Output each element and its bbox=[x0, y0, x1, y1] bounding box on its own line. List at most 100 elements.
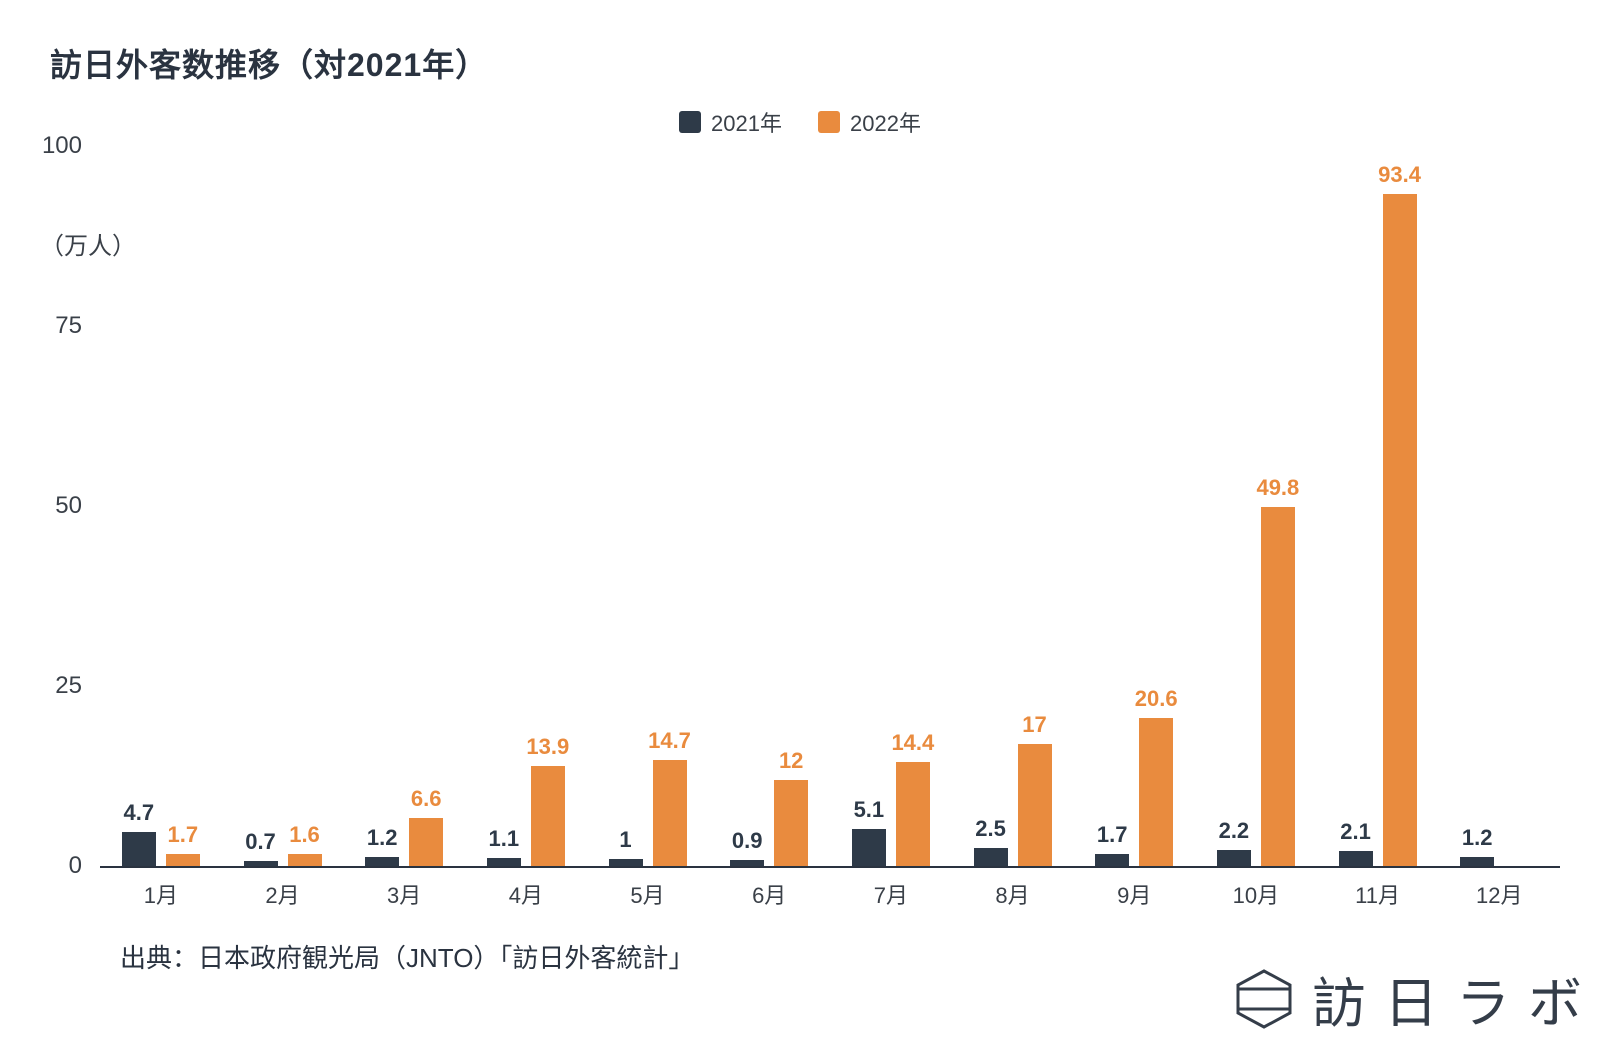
bar-groups: 4.71.70.71.61.26.61.113.9114.70.9125.114… bbox=[100, 148, 1560, 866]
bar: 93.4 bbox=[1383, 194, 1417, 866]
bar-group: 2.193.4 bbox=[1317, 148, 1439, 866]
bar-value-label: 1.7 bbox=[1090, 822, 1134, 848]
bar-pair: 5.1 14.4 bbox=[852, 148, 930, 866]
bar: 12 bbox=[774, 780, 808, 866]
bar-value-label: 1.1 bbox=[482, 826, 526, 852]
x-tick-label: 2月 bbox=[222, 878, 344, 910]
x-tick-label: 5月 bbox=[587, 878, 709, 910]
bar-group: 1.720.6 bbox=[1073, 148, 1195, 866]
legend-swatch bbox=[818, 111, 840, 133]
bar-pair: 1.7 20.6 bbox=[1095, 148, 1173, 866]
chart-legend: 2021年 2022年 bbox=[40, 106, 1560, 138]
bar-group: 2.517 bbox=[952, 148, 1074, 866]
bar: 17 bbox=[1018, 744, 1052, 866]
bar: 13.9 bbox=[531, 766, 565, 866]
bar: 5.1 bbox=[852, 829, 886, 866]
bar: 0.7 bbox=[244, 861, 278, 866]
legend-swatch bbox=[679, 111, 701, 133]
bar-value-label: 14.7 bbox=[648, 728, 692, 754]
x-tick-label: 7月 bbox=[830, 878, 952, 910]
bar-pair: 1.2 6.6 bbox=[365, 148, 443, 866]
bar: 6.6 bbox=[409, 818, 443, 866]
bar-pair: 2.2 49.8 bbox=[1217, 148, 1295, 866]
bar-value-label: 1.2 bbox=[360, 825, 404, 851]
y-tick-label: 0 bbox=[69, 852, 100, 880]
bar-group: 2.249.8 bbox=[1195, 148, 1317, 866]
x-tick-label: 4月 bbox=[465, 878, 587, 910]
bar: 49.8 bbox=[1261, 507, 1295, 866]
legend-label: 2021年 bbox=[711, 106, 782, 138]
bar-group: 0.912 bbox=[708, 148, 830, 866]
brand-hexagon-icon bbox=[1232, 967, 1296, 1031]
bar-group: 1.113.9 bbox=[465, 148, 587, 866]
bar-pair: 0.9 12 bbox=[730, 148, 808, 866]
bar: 2.1 bbox=[1339, 851, 1373, 866]
bar-value-label: 14.4 bbox=[891, 730, 935, 756]
bar: 1.7 bbox=[1095, 854, 1129, 866]
bar: 2.2 bbox=[1217, 850, 1251, 866]
bar-value-label: 1.7 bbox=[161, 822, 205, 848]
x-axis: 1月2月3月4月5月6月7月8月9月10月11月12月 bbox=[100, 878, 1560, 910]
bar-pair: 1.2 bbox=[1460, 148, 1538, 866]
y-tick-label: 75 bbox=[55, 312, 100, 340]
bar-group: 5.114.4 bbox=[830, 148, 952, 866]
bar-pair: 1.1 13.9 bbox=[487, 148, 565, 866]
brand-text: 訪日ラボ bbox=[1312, 959, 1600, 1038]
legend-item: 2021年 bbox=[679, 106, 782, 138]
bar: 2.5 bbox=[974, 848, 1008, 866]
bar-group: 1.26.6 bbox=[343, 148, 465, 866]
bar-group: 114.7 bbox=[587, 148, 709, 866]
bar-value-label: 2.1 bbox=[1334, 819, 1378, 845]
bar: 4.7 bbox=[122, 832, 156, 866]
bar: 1.2 bbox=[1460, 857, 1494, 866]
bar-value-label: 0.9 bbox=[725, 828, 769, 854]
bar-value-label: 20.6 bbox=[1134, 686, 1178, 712]
bar-value-label: 1.6 bbox=[283, 822, 327, 848]
bar-value-label: 12 bbox=[769, 748, 813, 774]
bar-group: 1.2 bbox=[1438, 148, 1560, 866]
y-tick-label: 25 bbox=[55, 672, 100, 700]
bar-pair: 2.5 17 bbox=[974, 148, 1052, 866]
bar-value-label: 1.2 bbox=[1455, 825, 1499, 851]
bar-pair: 0.71.6 bbox=[244, 148, 322, 866]
x-tick-label: 10月 bbox=[1195, 878, 1317, 910]
y-tick-label: 50 bbox=[55, 492, 100, 520]
bar-value-label: 17 bbox=[1013, 712, 1057, 738]
bar-value-label: 6.6 bbox=[404, 786, 448, 812]
y-tick-label: 100 bbox=[42, 132, 100, 160]
bar: 20.6 bbox=[1139, 718, 1173, 866]
bar: 1.2 bbox=[365, 857, 399, 866]
bar-value-label: 4.7 bbox=[117, 800, 161, 826]
page: 訪日外客数推移（対2021年） 2021年2022年 4.71.70.71.61… bbox=[0, 0, 1600, 1048]
bar-value-label: 5.1 bbox=[847, 797, 891, 823]
bar-value-label: 2.5 bbox=[969, 816, 1013, 842]
bar-value-label: 93.4 bbox=[1378, 162, 1422, 188]
bar-group: 0.71.6 bbox=[222, 148, 344, 866]
chart-title: 訪日外客数推移（対2021年） bbox=[50, 40, 1560, 86]
bar: 0.9 bbox=[730, 860, 764, 866]
legend-item: 2022年 bbox=[818, 106, 921, 138]
plot-area: 4.71.70.71.61.26.61.113.9114.70.9125.114… bbox=[100, 148, 1560, 868]
legend-label: 2022年 bbox=[850, 106, 921, 138]
bar-pair: 114.7 bbox=[609, 148, 687, 866]
bar: 1.1 bbox=[487, 858, 521, 866]
x-tick-label: 8月 bbox=[952, 878, 1074, 910]
bar-value-label: 2.2 bbox=[1212, 818, 1256, 844]
x-tick-label: 3月 bbox=[343, 878, 465, 910]
x-tick-label: 9月 bbox=[1073, 878, 1195, 910]
x-tick-label: 6月 bbox=[708, 878, 830, 910]
x-tick-label: 1月 bbox=[100, 878, 222, 910]
bar-value-label: 0.7 bbox=[239, 829, 283, 855]
bar: 1.7 bbox=[166, 854, 200, 866]
chart-area: 4.71.70.71.61.26.61.113.9114.70.9125.114… bbox=[100, 148, 1540, 910]
bar-value-label: 13.9 bbox=[526, 734, 570, 760]
bar: 14.4 bbox=[896, 762, 930, 866]
x-tick-label: 11月 bbox=[1317, 878, 1439, 910]
y-axis-unit: （万人） bbox=[40, 226, 136, 261]
bar-value-label: 49.8 bbox=[1256, 475, 1300, 501]
brand-watermark: 訪日ラボ bbox=[1232, 959, 1600, 1038]
bar-value-label: 1 bbox=[604, 827, 648, 853]
bar: 14.7 bbox=[653, 760, 687, 866]
bar: 1 bbox=[609, 859, 643, 866]
bar-pair: 2.1 93.4 bbox=[1339, 148, 1417, 866]
